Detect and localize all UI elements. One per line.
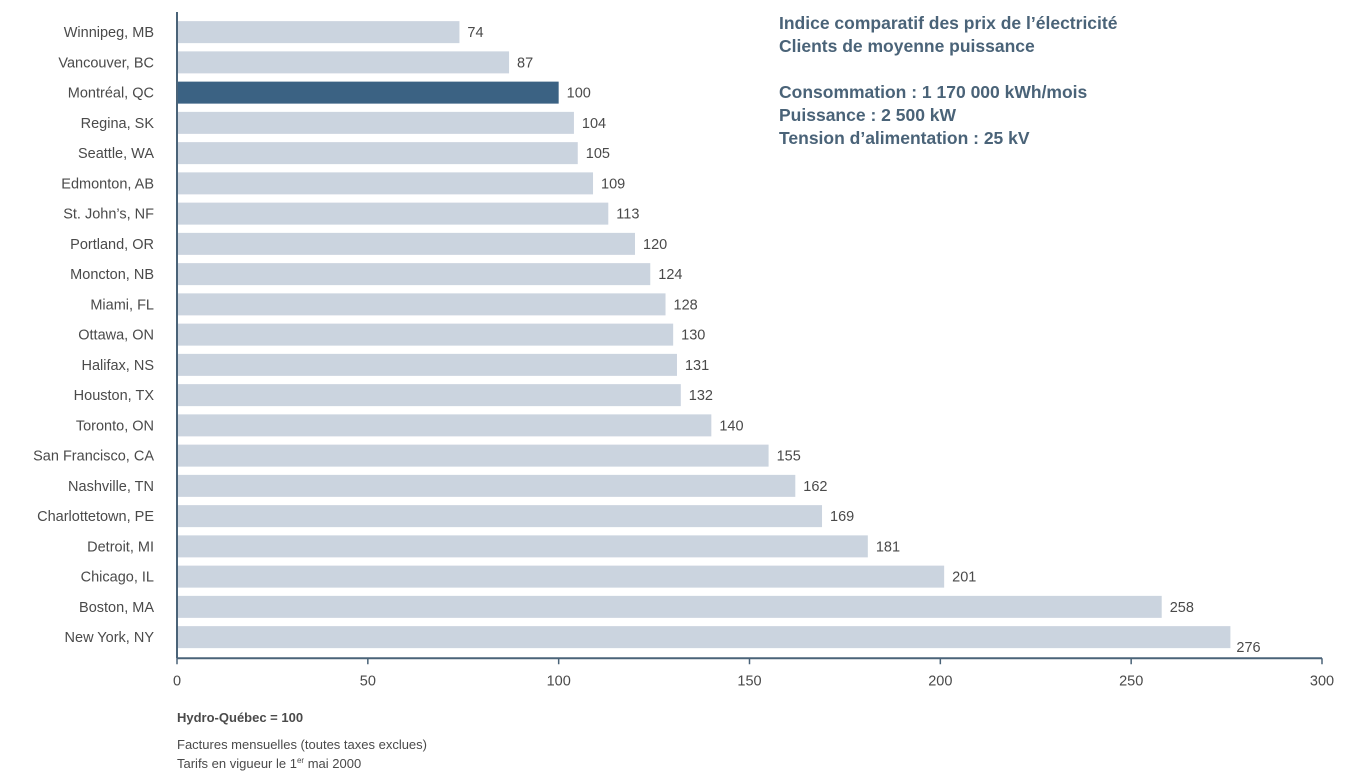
bar	[177, 384, 681, 407]
bar	[177, 565, 945, 588]
data-label: 258	[1170, 600, 1194, 616]
x-tick-label: 200	[928, 673, 952, 689]
x-tick-label: 150	[737, 673, 761, 689]
category-label: Winnipeg, MB	[64, 25, 154, 41]
category-label: Seattle, WA	[78, 146, 154, 162]
bar	[177, 474, 796, 497]
footnote-line-1: Factures mensuelles (toutes taxes exclue…	[177, 737, 427, 752]
footnote-line-2-sup: er	[296, 756, 305, 765]
category-label: Halifax, NS	[81, 358, 154, 374]
bar	[177, 111, 574, 134]
bar	[177, 51, 510, 74]
data-label: 104	[582, 116, 606, 132]
bar	[177, 232, 635, 255]
data-label: 155	[777, 449, 801, 465]
category-label: Edmonton, AB	[61, 176, 154, 192]
bar	[177, 263, 651, 286]
bar	[177, 353, 677, 376]
bar-chart: Winnipeg, MB 74 Vancouver, BC 87 Montréal, Q…	[33, 12, 1334, 689]
data-label: 128	[674, 297, 698, 313]
data-label: 130	[681, 328, 705, 344]
category-label: Moncton, NB	[70, 267, 154, 283]
x-tick-label: 100	[547, 673, 571, 689]
category-label: Regina, SK	[81, 116, 155, 132]
data-label: 132	[689, 388, 713, 404]
category-label: Houston, TX	[74, 388, 155, 404]
data-label: 124	[658, 267, 682, 283]
category-label: Charlottetown, PE	[37, 509, 154, 525]
bar	[177, 293, 666, 316]
data-label: 201	[952, 570, 976, 586]
data-label: 181	[876, 539, 900, 555]
x-tick-label: 50	[360, 673, 376, 689]
bar	[177, 323, 674, 346]
category-label: San Francisco, CA	[33, 449, 154, 465]
x-tick-label: 300	[1310, 673, 1334, 689]
chart-title-line-1: Indice comparatif des prix de l’électric…	[779, 13, 1118, 33]
category-label: Portland, OR	[70, 237, 154, 253]
bar	[177, 444, 769, 467]
data-label: 169	[830, 509, 854, 525]
bar	[177, 81, 559, 104]
category-label: Nashville, TN	[68, 479, 154, 495]
category-label: Toronto, ON	[76, 418, 154, 434]
chart-info: Indice comparatif des prix de l’électric…	[779, 12, 1117, 150]
data-label: 87	[517, 55, 533, 71]
bar	[177, 414, 712, 437]
category-label: New York, NY	[65, 630, 155, 646]
bar	[177, 202, 609, 225]
category-label: Montréal, QC	[68, 86, 154, 102]
footnote-line-2-prefix: Tarifs en vigueur le 1	[177, 756, 297, 771]
chart-title-line-2: Clients de moyenne puissance	[779, 36, 1035, 56]
category-label: Boston, MA	[79, 600, 154, 616]
data-label: 131	[685, 358, 709, 374]
x-tick-label: 250	[1119, 673, 1143, 689]
category-label: St. John’s, NF	[63, 207, 154, 223]
data-label: 113	[616, 207, 639, 223]
data-label: 162	[803, 479, 827, 495]
bar	[177, 21, 460, 44]
bar	[177, 172, 594, 195]
category-label: Chicago, IL	[81, 570, 154, 586]
category-label: Detroit, MI	[87, 539, 154, 555]
data-label: 100	[567, 86, 591, 102]
data-label: 109	[601, 176, 625, 192]
bar	[177, 595, 1162, 618]
category-label: Vancouver, BC	[58, 55, 154, 71]
footnote-line-2: Tarifs en vigueur le 1er mai 2000	[177, 753, 427, 772]
base-index-note: Hydro-Québec = 100	[177, 710, 304, 725]
x-tick-label: 0	[173, 673, 181, 689]
category-label: Ottawa, ON	[78, 328, 154, 344]
footnote-line-2-suffix: mai 2000	[304, 756, 362, 771]
detail-consommation: Consommation : 1 170 000 kWh/mois	[779, 82, 1088, 102]
category-label: Miami, FL	[90, 297, 154, 313]
detail-puissance: Puissance : 2 500 kW	[779, 105, 957, 125]
data-label: 74	[467, 25, 483, 41]
footnotes: Hydro-Québec = 100 Factures mensuelles (…	[177, 710, 427, 772]
bar	[177, 142, 578, 165]
detail-tension: Tension d’alimentation : 25 kV	[779, 128, 1030, 148]
data-label: 140	[719, 418, 743, 434]
data-label: 105	[586, 146, 610, 162]
data-label: 120	[643, 237, 667, 253]
bar	[177, 535, 868, 558]
data-label: 276	[1236, 640, 1260, 656]
bar	[177, 505, 823, 528]
bar	[177, 626, 1231, 649]
